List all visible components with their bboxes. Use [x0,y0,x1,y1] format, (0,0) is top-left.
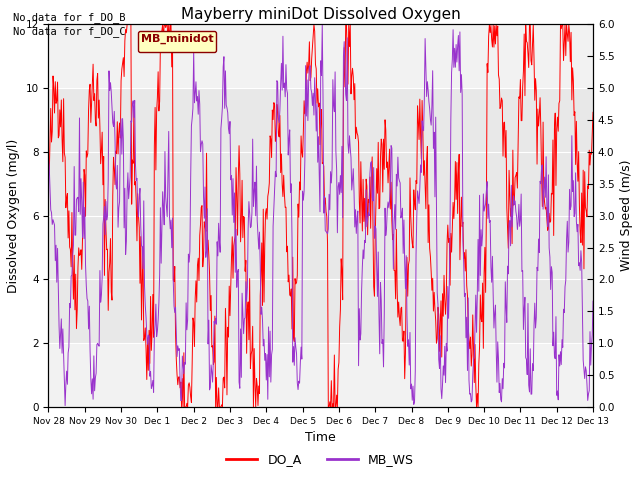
X-axis label: Time: Time [305,431,336,444]
Title: Mayberry miniDot Dissolved Oxygen: Mayberry miniDot Dissolved Oxygen [181,7,461,22]
Text: No data for f_DO_C: No data for f_DO_C [13,26,125,37]
Bar [49,88,593,343]
Text: No data for f_DO_B: No data for f_DO_B [13,12,125,23]
Y-axis label: Dissolved Oxygen (mg/l): Dissolved Oxygen (mg/l) [7,139,20,293]
Legend: DO_A, MB_WS: DO_A, MB_WS [221,448,419,471]
Legend:  [138,31,216,52]
Y-axis label: Wind Speed (m/s): Wind Speed (m/s) [620,160,633,272]
